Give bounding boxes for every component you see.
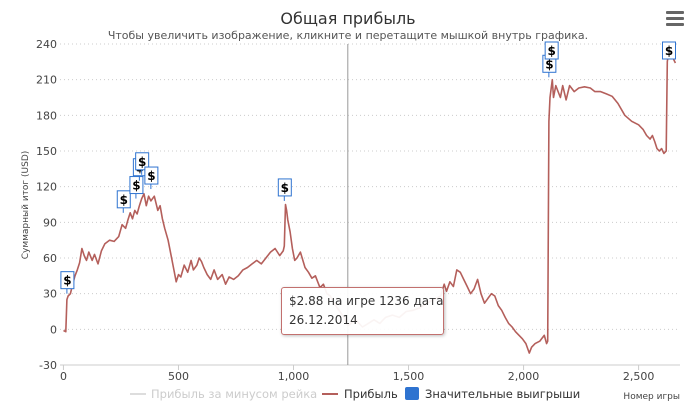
flag-label: $ [545, 57, 553, 71]
flag-label: $ [138, 155, 146, 169]
flag-box [129, 176, 144, 195]
menu-bar [666, 17, 684, 20]
tooltip: $2.88 на игре 1236 дата 26.12.2014 [281, 287, 444, 335]
y-axis-label: Суммарный итог (USD) [21, 151, 31, 260]
tooltip-line-2: 26.12.2014 [289, 313, 358, 327]
flag-marker: $ [129, 176, 144, 199]
flag-marker: $ [144, 166, 159, 190]
x-tick-label: 1,000 [278, 370, 310, 383]
legend-label-big-wins: Значительные выигрыши [425, 387, 580, 401]
y-tick-label: 180 [36, 109, 57, 122]
flag-label: $ [547, 44, 555, 58]
y-tick-label: 150 [36, 145, 57, 158]
x-tick-label: 2,000 [508, 370, 540, 383]
legend-label-profit: Прибыль [344, 387, 398, 401]
menu-bar [666, 23, 684, 26]
flag-marker: $ [60, 271, 75, 294]
y-tick-label: 0 [50, 323, 57, 336]
y-tick-label: 60 [43, 252, 57, 265]
flag-marker: $ [277, 178, 292, 201]
flag-marker: $ [116, 190, 131, 213]
legend-label-net-profit: Прибыль за минусом рейка [151, 387, 317, 401]
legend-swatch-big-wins [405, 387, 419, 400]
x-axis-ticks: 0 500 1,000 1,500 2,000 2,500 [60, 364, 680, 383]
x-tick-label: 2,500 [623, 370, 655, 383]
y-tick-label: 240 [36, 38, 57, 51]
y-tick-label: 30 [43, 288, 57, 301]
flag-label: $ [281, 181, 289, 195]
x-axis-label: Номер игры [623, 392, 680, 402]
legend-item-big-wins[interactable]: Значительные выигрыши [405, 387, 580, 401]
flags-layer: $$$$$$$$$$ [60, 41, 676, 294]
x-tick-label: 1,500 [393, 370, 425, 383]
x-tick-label: 0 [60, 370, 67, 383]
flag-label: $ [132, 179, 140, 193]
flag-box [135, 152, 150, 171]
y-axis-ticks: -30 0 30 60 90 120 150 180 210 240 [36, 38, 57, 372]
flag-box [60, 271, 75, 290]
y-tick-label: -30 [39, 359, 57, 372]
chart-title: Общая прибыль [280, 9, 415, 28]
flag-label: $ [665, 44, 673, 58]
x-tick-label: 500 [168, 370, 189, 383]
tooltip-line-1: $2.88 на игре 1236 дата [289, 294, 444, 308]
y-tick-label: 90 [43, 216, 57, 229]
legend-item-net-profit[interactable]: Прибыль за минусом рейка [130, 387, 317, 401]
flag-box [661, 41, 676, 60]
hamburger-menu-icon[interactable] [666, 11, 684, 29]
legend: Прибыль за минусом рейка Прибыль Значите… [130, 387, 580, 401]
flag-box [144, 166, 159, 185]
flag-label: $ [120, 193, 128, 207]
flag-marker: $ [661, 41, 676, 60]
legend-item-profit[interactable]: Прибыль [322, 387, 398, 401]
menu-bar [666, 11, 684, 14]
flag-label: $ [147, 169, 155, 183]
flag-marker: $ [135, 152, 150, 175]
y-tick-label: 120 [36, 181, 57, 194]
flag-label: $ [63, 274, 71, 288]
flag-box [277, 178, 292, 197]
chart-subtitle: Чтобы увеличить изображение, кликните и … [108, 29, 588, 42]
flag-box [116, 190, 131, 209]
y-tick-label: 210 [36, 74, 57, 87]
flag-box [544, 41, 559, 60]
flag-marker: $ [544, 41, 559, 60]
